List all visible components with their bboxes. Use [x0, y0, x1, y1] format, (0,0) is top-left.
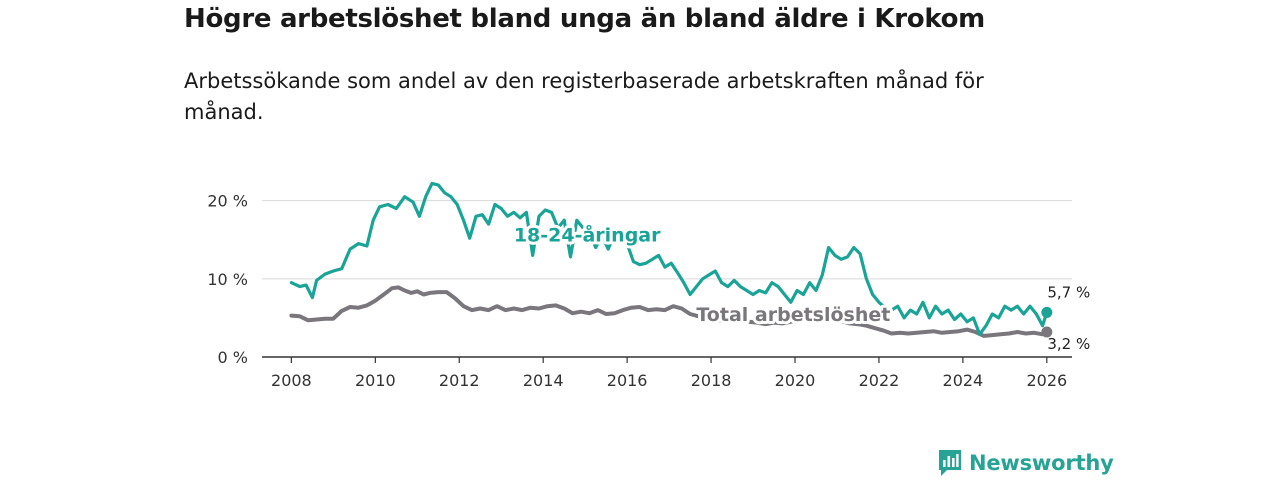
line-chart: 0 % 10 % 20 % 2008 2010 2012 2014 2016 2018 2020…: [207, 181, 1090, 390]
x-tick-label: 2010: [355, 371, 396, 390]
total-end-label: 3,2 %: [1047, 335, 1090, 353]
x-tick-label: 2024: [943, 371, 984, 390]
series-labels: 18-24-åringar Total arbetslöshet 5,7 % 3,2 …: [511, 219, 1090, 353]
y-tick-label: 10 %: [207, 270, 248, 289]
x-tick-label: 2012: [439, 371, 480, 390]
x-tick-label: 2018: [691, 371, 732, 390]
newsworthy-logo-icon: [939, 450, 961, 476]
brand-name: Newsworthy: [969, 451, 1114, 475]
x-tick-label: 2022: [859, 371, 900, 390]
grid-lines: [262, 200, 1072, 358]
y-axis-ticks: 0 % 10 % 20 %: [207, 192, 248, 367]
x-tick-label: 2016: [607, 371, 648, 390]
x-tick-label: 2020: [775, 371, 816, 390]
chart-subtitle: Arbetssökande som andel av den registerb…: [184, 69, 984, 124]
x-axis-ticks: 2008 2010 2012 2014 2016 2018 2020 2022 2024 2026: [271, 357, 1067, 390]
y-tick-label: 20 %: [207, 192, 248, 211]
total-end-point: [1041, 326, 1053, 338]
total-series-line: [289, 285, 1049, 338]
youth-end-label: 5,7 %: [1047, 284, 1090, 302]
youth-end-point: [1041, 306, 1053, 318]
x-tick-label: 2008: [271, 371, 312, 390]
chart-title: Högre arbetslöshet bland unga än bland ä…: [184, 4, 985, 34]
youth-series-line: [289, 181, 1049, 336]
newsworthy-brand[interactable]: Newsworthy: [937, 447, 1114, 479]
x-tick-label: 2014: [523, 371, 564, 390]
y-tick-label: 0 %: [218, 348, 248, 367]
x-tick-label: 2026: [1026, 371, 1067, 390]
youth-series-label: 18-24-åringar: [514, 222, 661, 246]
total-series-label: Total arbetslöshet: [696, 304, 890, 326]
series-lines: [289, 181, 1053, 338]
